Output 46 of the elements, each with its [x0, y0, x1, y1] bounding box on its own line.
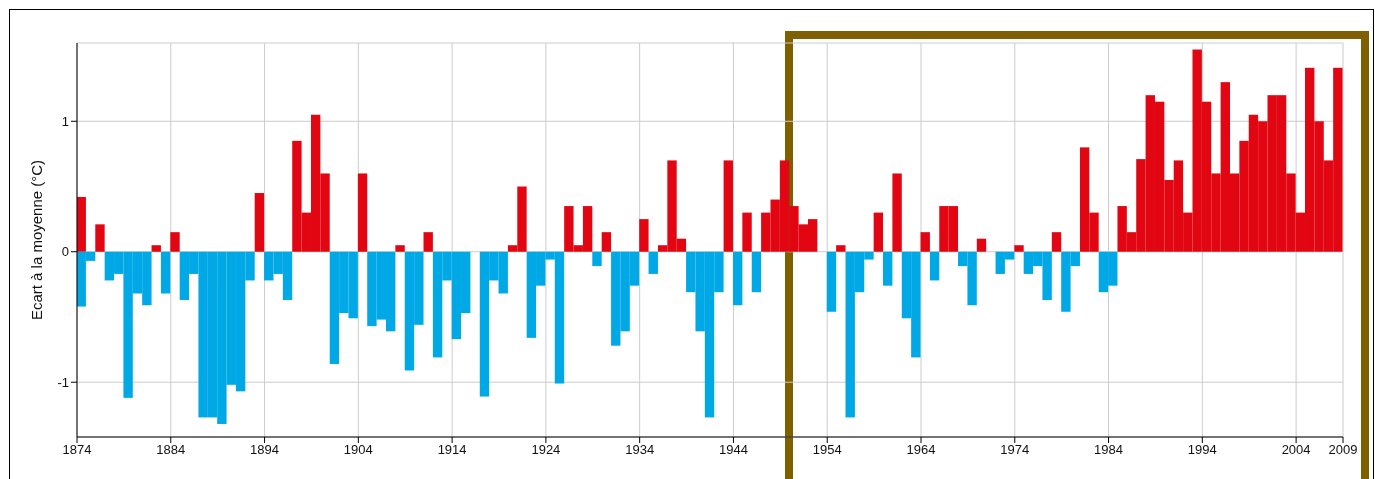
- bar: [920, 232, 930, 252]
- x-tick-label: 1984: [1094, 442, 1124, 458]
- x-tick-label: 1994: [1187, 442, 1217, 458]
- bar: [423, 232, 433, 252]
- bar: [751, 251, 762, 293]
- bar: [151, 245, 161, 252]
- bar: [976, 238, 987, 252]
- bar: [732, 251, 743, 306]
- x-tick-label: 1964: [906, 442, 936, 458]
- y-tick-label: 1: [61, 113, 69, 129]
- bar: [873, 212, 884, 252]
- bar: [254, 193, 265, 252]
- x-tick-label: 1944: [718, 442, 748, 458]
- bar: [826, 251, 837, 312]
- bar: [742, 212, 752, 252]
- bar: [95, 224, 105, 252]
- bar: [929, 251, 940, 281]
- bar: [883, 251, 893, 286]
- x-tick-label: 2004: [1281, 442, 1311, 458]
- bar: [723, 160, 733, 252]
- y-tick-label: -1: [57, 374, 69, 390]
- x-tick-label: 2009: [1328, 442, 1358, 458]
- bar: [1051, 232, 1062, 252]
- bar: [892, 173, 902, 252]
- x-tick-label: 1884: [156, 442, 186, 458]
- bar: [357, 173, 368, 252]
- bar: [395, 245, 405, 252]
- x-tick-label: 1874: [62, 442, 92, 458]
- x-tick-label: 1894: [250, 442, 280, 458]
- bar: [836, 245, 846, 252]
- bar: [1014, 245, 1024, 252]
- bar: [592, 251, 602, 267]
- x-tick-label: 1914: [437, 442, 467, 458]
- bar: [160, 251, 171, 294]
- y-axis-title: Ecart à la moyenne (°C): [28, 159, 46, 321]
- x-tick-label: 1924: [531, 442, 561, 458]
- bar: [77, 196, 86, 252]
- bar: [648, 251, 658, 274]
- x-tick-label: 1974: [1000, 442, 1030, 458]
- bar: [639, 219, 649, 252]
- x-tick-label: 1954: [812, 442, 842, 458]
- x-tick-label: 1934: [625, 442, 655, 458]
- y-tick-label: 0: [61, 244, 69, 260]
- bar: [601, 232, 612, 252]
- bar: [170, 232, 180, 252]
- x-tick-label: 1904: [343, 442, 373, 458]
